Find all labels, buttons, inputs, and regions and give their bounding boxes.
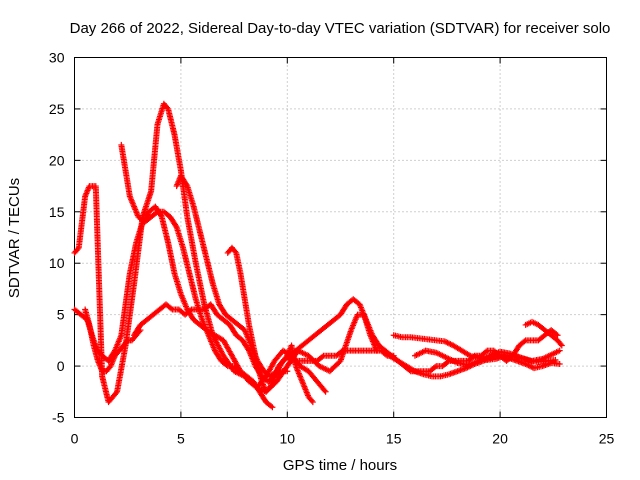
y-tick-label: -5 <box>52 410 65 426</box>
chart-title: Day 266 of 2022, Sidereal Day-to-day VTE… <box>70 20 611 37</box>
data-point <box>431 364 438 371</box>
data-point <box>232 248 239 255</box>
data-point <box>557 341 564 348</box>
data-point <box>172 222 179 229</box>
data-point <box>308 397 315 404</box>
data-point <box>558 342 565 349</box>
x-tick-label: 10 <box>280 431 296 447</box>
data-point <box>112 390 119 397</box>
y-tick-label: 5 <box>57 307 65 323</box>
data-point <box>338 348 345 355</box>
x-tick-label: 15 <box>386 431 402 447</box>
data-point <box>319 353 326 360</box>
data-point <box>521 338 528 345</box>
y-tick-label: 15 <box>49 204 65 220</box>
series-sat-l <box>284 342 316 406</box>
data-point <box>269 404 276 411</box>
data-point <box>552 356 559 363</box>
data-point <box>321 387 328 394</box>
series-sat-i <box>386 352 563 380</box>
data-point <box>556 347 563 354</box>
x-tick-label: 20 <box>492 431 508 447</box>
data-point <box>268 403 275 410</box>
data-point <box>187 307 194 314</box>
data-point <box>168 305 175 312</box>
y-tick-label: 20 <box>49 152 65 168</box>
data-point <box>556 361 563 368</box>
data-point <box>136 328 143 335</box>
x-tick-label: 25 <box>599 431 615 447</box>
y-tick-label: 30 <box>49 50 65 66</box>
y-tick-label: 0 <box>57 358 65 374</box>
data-point <box>153 209 160 216</box>
data-point <box>74 246 81 253</box>
data-point <box>483 348 490 355</box>
data-marks <box>71 100 565 411</box>
x-tick-label: 0 <box>71 431 79 447</box>
y-tick-label: 25 <box>49 101 65 117</box>
axis-ticks: 0 5 10 15 20 25 -5 0 5 10 15 20 25 30 <box>49 50 615 447</box>
data-point <box>223 362 230 369</box>
data-point <box>553 331 560 338</box>
data-point <box>383 351 390 358</box>
y-axis-title: SDTVAR / TECUs <box>6 178 23 298</box>
data-point <box>137 327 144 334</box>
plot-frame <box>74 57 607 418</box>
series-sat-j <box>522 318 565 349</box>
data-point <box>284 368 291 375</box>
y-tick-label: 10 <box>49 255 65 271</box>
x-axis-title: GPS time / hours <box>283 457 397 474</box>
data-point <box>554 332 561 339</box>
x-tick-label: 5 <box>177 431 185 447</box>
series-sat-k <box>82 306 144 375</box>
data-point <box>322 388 329 395</box>
data-point <box>183 181 190 188</box>
data-point <box>309 399 316 406</box>
